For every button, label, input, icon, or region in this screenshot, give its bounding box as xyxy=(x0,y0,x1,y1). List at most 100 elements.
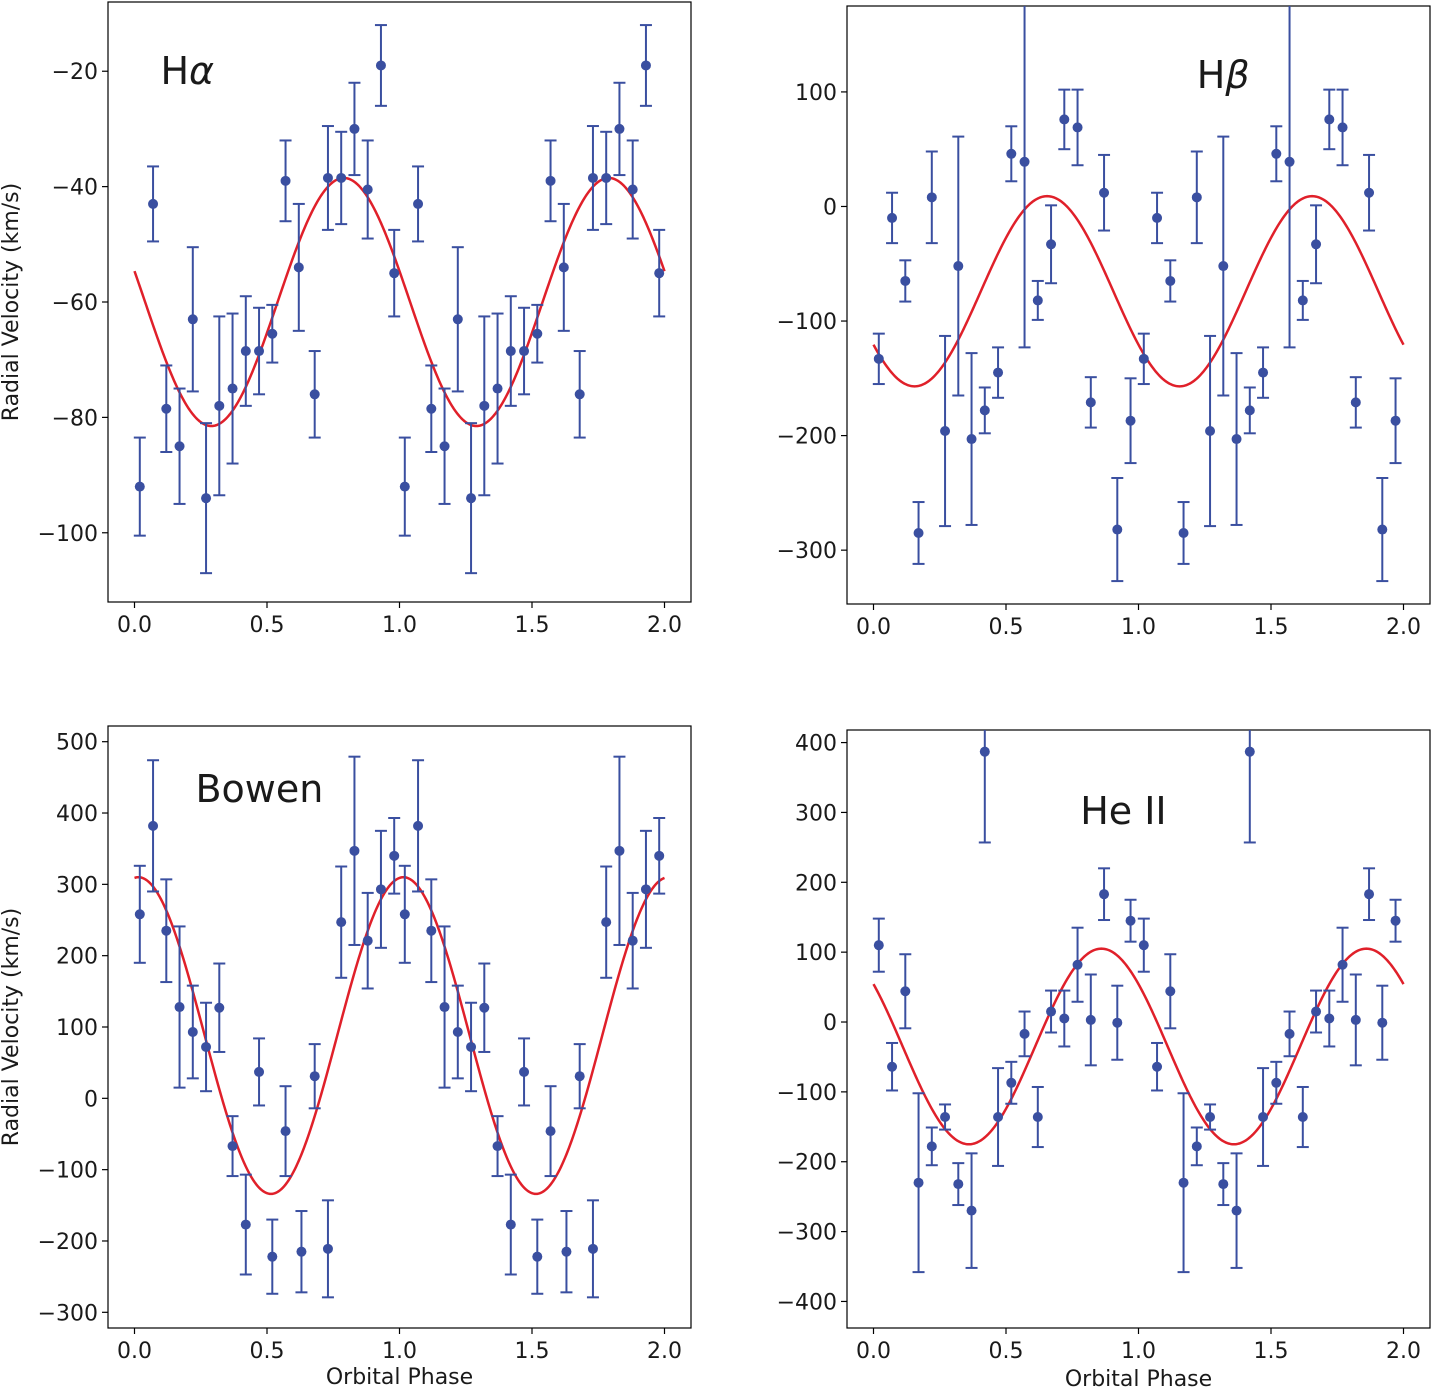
data-point xyxy=(1019,156,1030,167)
data-point xyxy=(926,192,937,203)
data-point xyxy=(519,346,530,357)
data-point xyxy=(532,328,543,339)
panel-title: Bowen xyxy=(195,767,323,811)
data-point xyxy=(1205,426,1216,437)
x-tick-label: 1.0 xyxy=(382,613,417,638)
data-point xyxy=(426,403,437,414)
y-tick-label: −200 xyxy=(38,1230,98,1255)
data-point xyxy=(505,1219,516,1230)
data-point xyxy=(336,917,347,928)
data-point xyxy=(1046,239,1057,250)
data-point xyxy=(1099,889,1110,900)
y-tick-label: −100 xyxy=(777,1081,837,1106)
data-point xyxy=(993,367,1004,378)
data-point xyxy=(1072,122,1083,133)
data-point xyxy=(174,441,185,452)
data-point xyxy=(1311,1006,1322,1017)
data-point xyxy=(519,1066,530,1077)
y-tick-label: −300 xyxy=(777,1221,837,1246)
panel-title-greek: α xyxy=(189,49,214,93)
panel-title-text: H xyxy=(160,49,189,93)
y-tick-label: 200 xyxy=(795,871,837,896)
data-point xyxy=(1258,367,1269,378)
data-point xyxy=(267,1251,278,1262)
y-tick-label: 400 xyxy=(795,732,837,757)
data-point xyxy=(1337,122,1348,133)
data-point xyxy=(574,1071,585,1082)
data-point xyxy=(413,820,424,831)
data-point xyxy=(913,1177,924,1188)
x-tick-label: 0.5 xyxy=(250,1339,285,1364)
data-point xyxy=(1350,1014,1361,1025)
model-curve xyxy=(134,875,665,1196)
data-point xyxy=(1364,187,1375,198)
data-point xyxy=(1059,1013,1070,1024)
data-point xyxy=(1231,1205,1242,1216)
x-tick-label: 1.5 xyxy=(515,613,550,638)
data-point xyxy=(214,400,225,411)
y-tick-label: 0 xyxy=(823,1011,837,1036)
data-point xyxy=(214,1002,225,1013)
data-point xyxy=(1390,915,1401,926)
data-point xyxy=(254,1066,265,1077)
data-point xyxy=(227,383,238,394)
data-point xyxy=(1178,527,1189,538)
data-point xyxy=(1085,1014,1096,1025)
data-point xyxy=(887,212,898,223)
data-point xyxy=(587,1243,598,1254)
data-point xyxy=(966,1205,977,1216)
y-tick-label: −100 xyxy=(38,1159,98,1184)
data-point xyxy=(1178,1177,1189,1188)
data-point xyxy=(601,172,612,183)
data-point xyxy=(654,268,665,279)
y-tick-label: 100 xyxy=(795,81,837,106)
data-point xyxy=(601,917,612,928)
data-point xyxy=(1152,1061,1163,1072)
y-tick-label: 300 xyxy=(56,873,98,898)
data-point xyxy=(413,198,424,209)
plot-area xyxy=(872,6,1405,583)
data-point xyxy=(873,353,884,364)
data-point xyxy=(940,426,951,437)
data-point xyxy=(389,850,400,861)
data-point xyxy=(1019,1028,1030,1039)
data-point xyxy=(375,884,386,895)
x-tick-label: 1.0 xyxy=(1121,615,1156,640)
y-tick-label: −300 xyxy=(38,1301,98,1326)
data-point xyxy=(309,389,320,400)
y-tick-label: 300 xyxy=(795,801,837,826)
data-point xyxy=(887,1061,898,1072)
y-tick-label: 0 xyxy=(84,1087,98,1112)
y-tick-label: 500 xyxy=(56,731,98,756)
data-point xyxy=(161,403,172,414)
x-tick-label: 0.0 xyxy=(117,613,152,638)
panel-hbeta: 0.0 0.5 1.0 1.5 2.0 −300 −200 −100 0 100 Hβ xyxy=(777,5,1431,640)
data-point xyxy=(148,198,159,209)
data-point xyxy=(1152,212,1163,223)
data-point xyxy=(900,986,911,997)
data-point xyxy=(640,884,651,895)
data-point xyxy=(900,275,911,286)
x-tick-label: 2.0 xyxy=(647,1339,682,1364)
data-point xyxy=(322,172,333,183)
data-point xyxy=(574,389,585,400)
x-tick-label: 1.0 xyxy=(1121,1339,1156,1364)
y-tick-label: −40 xyxy=(52,176,98,201)
data-point xyxy=(561,1246,572,1257)
data-point xyxy=(1032,295,1043,306)
data-point xyxy=(479,400,490,411)
data-point xyxy=(940,1112,951,1123)
data-point xyxy=(349,845,360,856)
data-point xyxy=(558,262,569,273)
data-point xyxy=(362,935,373,946)
data-point xyxy=(426,925,437,936)
y-tick-label: 200 xyxy=(56,945,98,970)
y-tick-label: 0 xyxy=(823,195,837,220)
model-curve xyxy=(872,194,1405,388)
data-point xyxy=(399,481,410,492)
plot-area xyxy=(872,730,1405,1274)
data-point xyxy=(1297,1112,1308,1123)
x-tick-label: 0.0 xyxy=(856,1339,891,1364)
data-point xyxy=(1006,1077,1017,1088)
data-point xyxy=(545,175,556,186)
